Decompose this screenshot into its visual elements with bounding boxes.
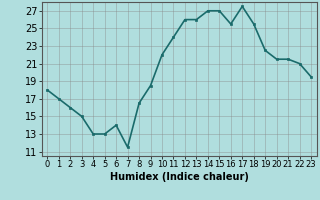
X-axis label: Humidex (Indice chaleur): Humidex (Indice chaleur) xyxy=(110,172,249,182)
